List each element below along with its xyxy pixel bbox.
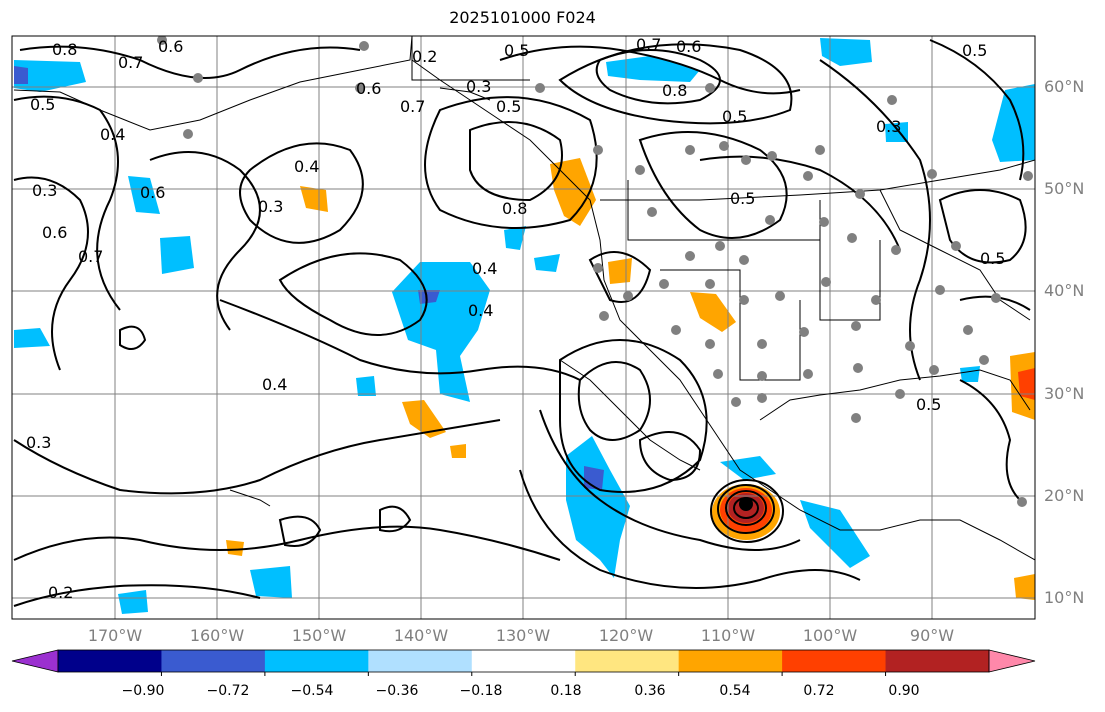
cyclone-center-marker <box>739 497 753 511</box>
lon-tick-label: 110°W <box>700 626 756 645</box>
lat-tick-label: 50°N <box>1044 179 1085 198</box>
lon-tick-label: 90°W <box>909 626 955 645</box>
contour-label-layer: 0.8 0.7 0.6 0.5 0.4 0.3 0.2 0.6 0.7 0.4 … <box>26 35 1005 602</box>
graticule <box>12 36 1035 619</box>
colorbar-segment <box>264 650 369 672</box>
contour-label: 0.5 <box>496 97 521 116</box>
map-title: 2025101000 F024 <box>449 8 596 27</box>
colorbar-segment <box>471 650 576 672</box>
colorbar-segment <box>782 650 887 672</box>
colorbar-segment <box>368 650 473 672</box>
lon-tick-label: 130°W <box>495 626 551 645</box>
lon-tick-label: 150°W <box>291 626 347 645</box>
lat-tick-label: 10°N <box>1044 588 1085 607</box>
lat-tick-label: 60°N <box>1044 77 1085 96</box>
contour-label: 0.5 <box>730 189 755 208</box>
colorbar-tick-label: −0.36 <box>375 683 419 699</box>
colorbar-segment <box>58 650 162 672</box>
colorbar-extend-min <box>11 649 59 673</box>
lon-tick-label: 140°W <box>393 626 449 645</box>
colorbar-tick-label: −0.90 <box>121 683 165 699</box>
contour-label: 0.5 <box>980 249 1005 268</box>
lon-tick-label: 120°W <box>598 626 654 645</box>
colorbar-tick-label: −0.54 <box>290 683 334 699</box>
contour-label: 0.3 <box>26 433 51 452</box>
colorbar-segment <box>678 650 783 672</box>
contour-label: 0.5 <box>504 41 529 60</box>
colorbar-tick-label: 0.72 <box>803 683 835 699</box>
contour-label: 0.2 <box>48 583 73 602</box>
contour-label: 0.3 <box>466 77 491 96</box>
colorbar-tick-label: 0.54 <box>719 683 751 699</box>
contour-label: 0.4 <box>294 157 319 176</box>
colorbar <box>11 649 1036 676</box>
contour-label: 0.3 <box>32 181 57 200</box>
colorbar-tick-label: −0.72 <box>206 683 250 699</box>
station-dots <box>157 36 1033 507</box>
contour-label: 0.4 <box>262 375 287 394</box>
contour-label: 0.2 <box>412 47 437 66</box>
colorbar-tick-label: 0.36 <box>634 683 666 699</box>
lat-tick-label: 30°N <box>1044 384 1085 403</box>
colorbar-segment <box>885 650 990 672</box>
colorbar-extend-max <box>988 649 1036 673</box>
lon-tick-label: 100°W <box>802 626 858 645</box>
contour-label: 0.6 <box>140 183 165 202</box>
map-frame <box>11 35 1036 620</box>
coastlines <box>13 36 1035 561</box>
contour-label: 0.8 <box>52 40 77 59</box>
colorbar-tick-label: 0.18 <box>550 683 582 699</box>
contour-label: 0.4 <box>468 301 493 320</box>
contour-label: 0.3 <box>876 117 901 136</box>
contour-label: 0.5 <box>916 395 941 414</box>
colorbar-segment <box>575 650 680 672</box>
contour-label: 0.3 <box>258 197 283 216</box>
contour-label: 0.7 <box>636 35 661 54</box>
contour-label: 0.5 <box>962 41 987 60</box>
colorbar-tick-label: 0.90 <box>888 683 920 699</box>
lon-tick-label: 170°W <box>87 626 143 645</box>
contour-label: 0.7 <box>78 247 103 266</box>
lat-tick-label: 20°N <box>1044 486 1085 505</box>
contour-label: 0.7 <box>118 53 143 72</box>
contour-label: 0.6 <box>158 37 183 56</box>
colorbar-tick-label: −0.18 <box>459 683 503 699</box>
colorbar-frame <box>57 649 990 673</box>
contour-lines <box>13 39 1031 607</box>
lat-tick-label: 40°N <box>1044 281 1085 300</box>
contour-label: 0.5 <box>30 95 55 114</box>
colorbar-segment <box>161 650 266 672</box>
contour-label: 0.6 <box>676 37 701 56</box>
contour-label: 0.8 <box>662 81 687 100</box>
contour-label: 0.4 <box>100 125 125 144</box>
contour-label: 0.6 <box>42 223 67 242</box>
lon-tick-label: 160°W <box>189 626 245 645</box>
contour-label: 0.8 <box>502 199 527 218</box>
contour-label: 0.7 <box>400 97 425 116</box>
contour-label: 0.5 <box>722 107 747 126</box>
contour-label: 0.4 <box>472 259 497 278</box>
contour-label: 0.6 <box>356 79 381 98</box>
